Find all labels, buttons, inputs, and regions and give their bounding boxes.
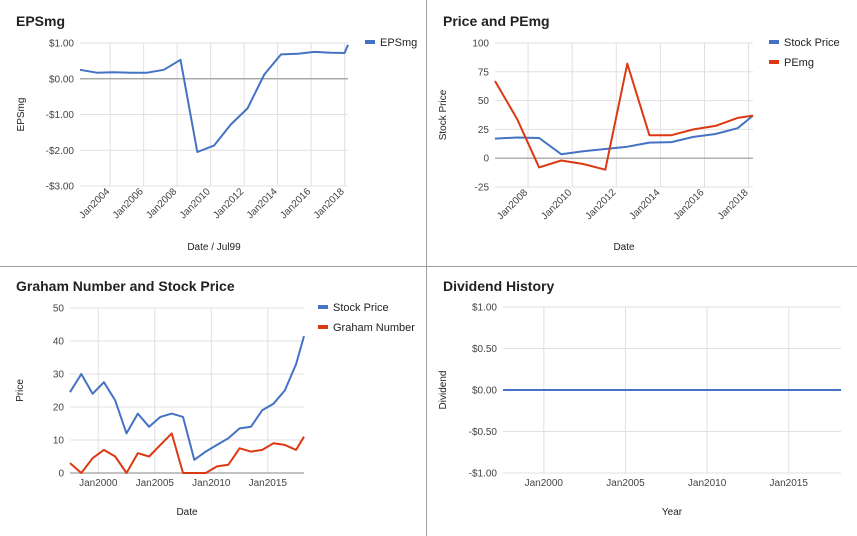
x-tick-label: Jan2010 [178,186,213,221]
panel-divider-horizontal [0,266,857,267]
x-tick-label: Jan2014 [628,187,663,222]
y-tick-label: 0 [483,154,489,165]
x-tick-label: Jan2006 [111,186,146,221]
x-tick-label: Jan2015 [249,478,288,489]
x-tick-label: Jan2010 [688,478,727,489]
y-tick-label: $0.00 [472,386,497,397]
legend-swatch [769,40,779,44]
pemg-line [494,62,754,171]
y-tick-label: -$1.00 [469,469,498,480]
x-tick-label: Jan2008 [144,186,179,221]
x-tick-label: Jan2015 [770,478,809,489]
y-axis-label: Dividend [438,371,449,410]
panel-divider-vertical [426,0,427,536]
y-tick-label: 30 [53,370,65,381]
x-tick-label: Jan2012 [583,187,618,222]
x-axis-label: Date / Jul99 [187,242,241,253]
x-tick-label: Jan2014 [245,186,280,221]
legend-swatch [769,60,779,64]
y-tick-label: $1.00 [472,303,497,314]
y-tick-label: $1.00 [49,39,74,50]
x-tick-label: Jan2018 [716,187,751,222]
chart-title: Price and PEmg [443,13,550,29]
chart-title: Dividend History [443,278,554,294]
y-tick-label: 75 [478,67,490,78]
legend-swatch [318,325,328,329]
x-tick-label: Jan2018 [312,186,347,221]
eps-chart: EPSmg $1.00 $0.00 -$1.00 -$2.00 -$3.00 Jan2004… [16,13,417,253]
chart-title: Graham Number and Stock Price [16,278,235,294]
y-tick-label: 50 [53,304,65,315]
x-tick-label: Jan2012 [211,186,246,221]
y-tick-label: -$2.00 [46,146,75,157]
y-tick-label: -$3.00 [46,182,75,193]
y-tick-label: -$1.00 [46,110,75,121]
x-tick-label: Jan2004 [77,186,112,221]
price-pe-chart: Price and PEmg 100 75 50 25 0 -25 Jan2008 Jan201… [438,13,840,253]
y-tick-label: $0.00 [49,74,74,85]
x-tick-label: Jan2016 [672,187,707,222]
legend-swatch [365,40,375,44]
x-tick-label: Jan2005 [136,478,175,489]
y-axis-label: Stock Price [438,89,449,140]
x-tick-label: Jan2005 [606,478,645,489]
x-tick-label: Jan2010 [192,478,231,489]
y-tick-label: 0 [58,469,64,480]
legend-label: PEmg [784,57,814,69]
x-axis-label: Date [176,507,198,518]
legend-label: Stock Price [333,302,389,314]
y-tick-label: $0.50 [472,344,497,355]
x-axis-label: Year [662,507,683,518]
y-tick-label: 25 [478,125,490,136]
graham-number-line [69,432,305,474]
x-tick-label: Jan2010 [539,187,574,222]
legend-label: Graham Number [333,322,415,334]
y-tick-label: -$0.50 [469,427,498,438]
y-axis-label: Price [15,379,26,402]
legend-label: Stock Price [784,37,840,49]
dividend-chart: Dividend History $1.00 $0.50 $0.00 -$0.50 -$1… [438,278,841,518]
y-tick-label: 10 [53,436,65,447]
graham-chart: Graham Number and Stock Price 50 40 30 20 10 0… [15,278,415,518]
y-tick-label: 40 [53,337,65,348]
x-tick-label: Jan2008 [495,187,530,222]
legend-label: EPSmg [380,37,417,49]
x-tick-label: Jan2000 [79,478,118,489]
graham-chart-panel: Graham Number and Stock Price 50 40 30 20 10 0… [0,267,426,536]
x-axis-label: Date [613,242,635,253]
stock-price-line [69,335,305,461]
legend-swatch [318,305,328,309]
y-tick-label: -25 [475,183,490,194]
stock-price-line [494,114,754,156]
eps-chart-panel: EPSmg $1.00 $0.00 -$1.00 -$2.00 -$3.00 Jan2004… [0,0,426,266]
epsmg-line [79,44,349,153]
x-tick-label: Jan2000 [525,478,564,489]
chart-title: EPSmg [16,13,65,29]
x-tick-label: Jan2016 [278,186,313,221]
dividend-chart-panel: Dividend History $1.00 $0.50 $0.00 -$0.50 -$1… [427,267,857,536]
y-tick-label: 50 [478,96,490,107]
y-axis-label: EPSmg [16,98,27,132]
y-tick-label: 20 [53,403,65,414]
price-pe-chart-panel: Price and PEmg 100 75 50 25 0 -25 Jan2008 Jan201… [427,0,857,266]
y-tick-label: 100 [472,39,489,50]
